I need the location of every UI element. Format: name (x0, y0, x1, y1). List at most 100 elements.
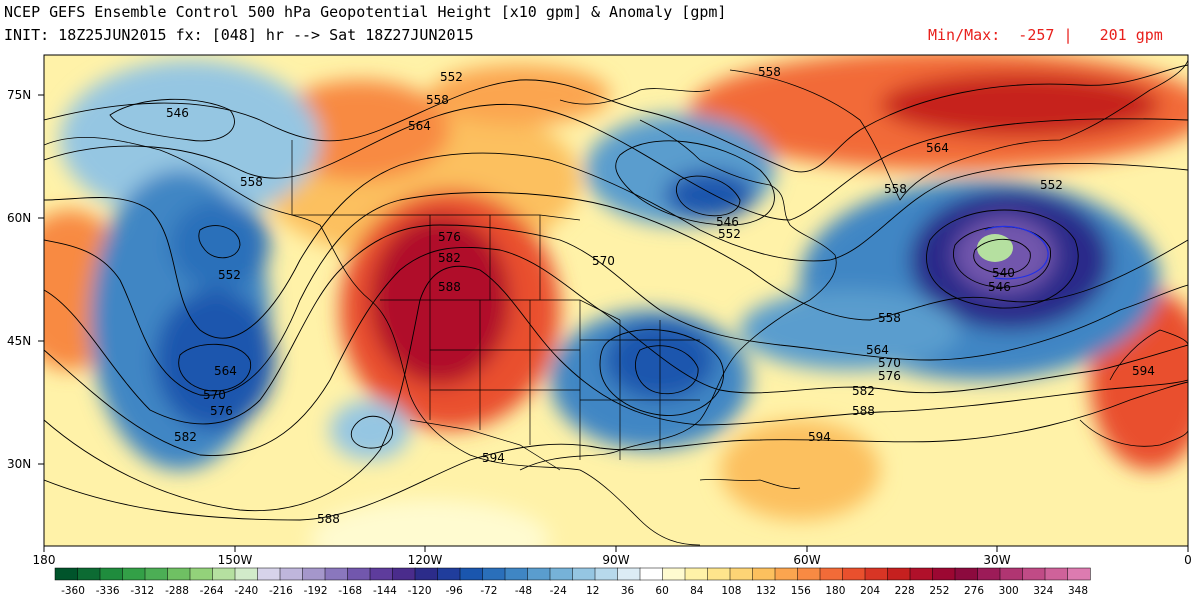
contour-hudson-inner (676, 175, 741, 217)
contour-lakes-outer (599, 329, 724, 416)
colorbar-tick-label: 132 (756, 585, 776, 597)
colorbar-tick-label: 36 (621, 585, 635, 597)
colorbar-cell (707, 567, 731, 581)
boundary-us-mexico (409, 419, 561, 471)
lon-label-90w: 90W (602, 553, 629, 567)
colorbar-tick-label: 228 (895, 585, 915, 597)
colorbar-cell (729, 567, 754, 581)
anomaly-warm-atlantic (720, 420, 880, 520)
contour-label-552-west: 552 (218, 268, 241, 282)
anomaly-warm-greenland-core (880, 73, 1160, 137)
lon-label-60w: 60W (793, 553, 820, 567)
contour-hudson-outer (615, 140, 775, 226)
coastlines (44, 59, 1188, 546)
contour-labels: 546 558 552 564 570 576 582 588 552 558 … (166, 65, 1155, 526)
colorbar-cell (752, 567, 776, 581)
coastline-east (519, 119, 837, 471)
lon-label-0: 0 (1184, 553, 1192, 567)
colorbar-cell (549, 567, 574, 581)
colorbar-cell (977, 567, 1001, 581)
colorbar-cell (774, 567, 799, 581)
colorbar-cell (437, 567, 461, 581)
colorbar: -360 -336 -312 -288 -264 -240 -216 -192 -168 -144… (54, 567, 1091, 597)
contour-atlantic-534 (973, 238, 1031, 275)
colorbar-cell (212, 567, 236, 581)
map-area: 546 558 552 564 570 576 582 588 552 558 … (44, 55, 1188, 546)
colorbar-tick-label: -336 (96, 585, 120, 597)
contour-label-564-north: 564 (408, 119, 431, 133)
coastline-greenland (729, 59, 1188, 201)
lat-label-75n: 75N (7, 88, 31, 102)
colorbar-tick-label: -168 (338, 585, 362, 597)
contour-576 (44, 224, 1188, 425)
contour-label-576-west: 576 (210, 404, 233, 418)
contour-label-558-north: 558 (426, 93, 449, 107)
contour-label-576-atlantic: 576 (878, 369, 901, 383)
contour-label-588-atlantic: 588 (852, 404, 875, 418)
contour-label-588-west: 588 (317, 512, 340, 526)
lat-axis: 75N 60N 45N 30N (7, 88, 44, 471)
contour-label-552-north: 552 (440, 70, 463, 84)
height-contours (44, 64, 1188, 521)
colorbar-cell (122, 567, 146, 581)
contour-546-alaska (109, 98, 235, 142)
contour-label-570-west: 570 (203, 388, 226, 402)
lon-axis: 180 150W 120W 90W 60W 30W 0 (33, 546, 1192, 567)
contour-label-546-alaska: 546 (166, 106, 189, 120)
contour-label-588-ridge: 588 (438, 280, 461, 294)
colorbar-cell (1022, 567, 1046, 581)
contour-label-594-europe: 594 (1132, 364, 1155, 378)
lat-label-30n: 30N (7, 457, 31, 471)
colorbar-cell (662, 567, 686, 581)
colorbar-tick-label: 156 (791, 585, 811, 597)
coastline-europe (1079, 329, 1188, 447)
colorbar-cell (392, 567, 416, 581)
contour-min-blue (984, 225, 1049, 280)
colorbar-tick-label: 348 (1068, 585, 1088, 597)
contour-588 (44, 265, 1188, 512)
anomaly-min-center (977, 234, 1013, 262)
chart-title: NCEP GEFS Ensemble Control 500 hPa Geopo… (4, 3, 727, 21)
contour-cutoff (350, 415, 393, 449)
contour-label-570-atlantic: 570 (878, 356, 901, 370)
colorbar-cell (594, 567, 619, 581)
colorbar-cell (77, 567, 101, 581)
lon-label-30w: 30W (983, 553, 1010, 567)
colorbar-cell (189, 567, 214, 581)
contour-582 (44, 246, 1188, 456)
contour-label-540-center: 540 (992, 266, 1015, 280)
colorbar-cell (279, 567, 304, 581)
colorbar-cell (639, 567, 664, 581)
colorbar-tick-label: -48 (515, 585, 532, 597)
contour-label-558-atlantic: 558 (878, 311, 901, 325)
colorbar-cell (932, 567, 956, 581)
colorbar-tick-label: -312 (130, 585, 154, 597)
coastline-west (44, 137, 701, 546)
anomaly-cold-cutoff (330, 400, 410, 460)
colorbar-cell (144, 567, 169, 581)
colorbar-cell (257, 567, 281, 581)
colorbar-tick-label: 12 (586, 585, 599, 597)
colorbar-tick-label: -24 (550, 585, 567, 597)
contour-label-552-hudson: 552 (718, 227, 741, 241)
contour-atlantic-546 (926, 209, 1079, 309)
lon-label-120w: 120W (408, 553, 443, 567)
boundary-canada-provinces (429, 215, 541, 300)
contour-label-582-ridge: 582 (438, 251, 461, 265)
coastline-caribbean (699, 479, 801, 489)
colorbar-cell (482, 567, 506, 581)
colorbar-tick-label: 60 (655, 585, 668, 597)
lon-label-150w: 150W (218, 553, 253, 567)
colorbar-tick-label: -144 (373, 585, 397, 597)
colorbar-tick-label: -96 (446, 585, 463, 597)
colorbar-tick-label: -192 (304, 585, 328, 597)
colorbar-cell (1044, 567, 1069, 581)
lon-label-180: 180 (33, 553, 56, 567)
colorbar-cell (369, 567, 394, 581)
contour-label-546-atlantic: 546 (988, 280, 1011, 294)
contour-552 (44, 64, 1188, 173)
contour-label-558-greenland-s: 558 (884, 182, 907, 196)
contour-594 (44, 381, 1188, 521)
contour-label-564-greenland: 564 (926, 141, 949, 155)
